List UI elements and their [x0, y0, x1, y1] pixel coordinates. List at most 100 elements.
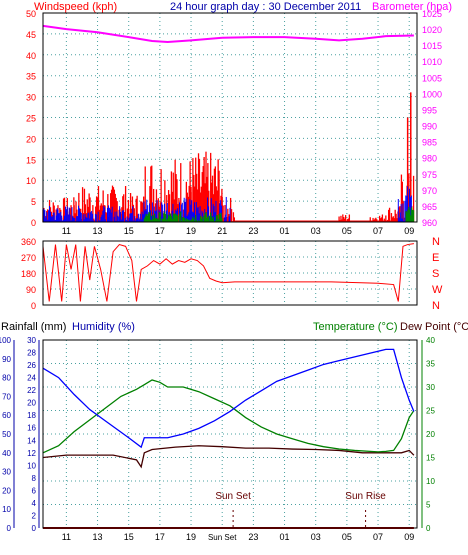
humidity-tick-label: 50 — [2, 430, 11, 439]
climate-plot-frame — [42, 339, 418, 529]
climate-grid — [43, 340, 417, 528]
rainfall-tick-label: 14 — [27, 436, 36, 445]
humidity-tick-label: 0 — [7, 524, 12, 533]
graph-title: 24 hour graph day : 30 December 2011 — [170, 1, 361, 13]
wind-hour-tick-labels: 11 13 15 17 19 21 23 01 03 05 07 09 — [62, 226, 415, 236]
wind-hour-tick-label: 07 — [373, 226, 383, 236]
barometer-tick-label: 965 — [422, 202, 437, 212]
barometer-tick-label: 970 — [422, 186, 437, 196]
climate-hour-tick-label: 01 — [280, 532, 290, 542]
wind-hour-tick-label: 13 — [93, 226, 103, 236]
direction-degree-label: 180 — [21, 269, 36, 279]
wind-speed-series — [42, 92, 415, 222]
dewpoint-line — [42, 445, 415, 469]
windspeed-axis-title: Windspeed (kph) — [34, 1, 117, 13]
sunrise-label: Sun Rise — [345, 491, 386, 502]
wind-hour-tick-label: 09 — [404, 226, 414, 236]
barometer-tick-label: 990 — [422, 122, 437, 132]
climate-hour-tick-label: 15 — [124, 532, 134, 542]
wind-hour-tick-label: 17 — [155, 226, 165, 236]
rainfall-tick-label: 24 — [27, 374, 36, 383]
wind-hour-tick-label: 21 — [217, 226, 227, 236]
rainfall-tick-label: 8 — [32, 474, 37, 483]
rainfall-tick-label: 6 — [32, 486, 37, 495]
windspeed-tick-label: 20 — [26, 134, 36, 144]
direction-degree-label: 270 — [21, 253, 36, 263]
climate-hour-tick-label: 05 — [342, 532, 352, 542]
wind-hour-tick-label: 03 — [311, 226, 321, 236]
humidity-tick-label: 100 — [0, 336, 12, 345]
rainfall-tick-label: 16 — [27, 424, 36, 433]
windspeed-tick-label: 45 — [26, 30, 36, 40]
barometer-tick-labels: 960 965 970 975 980 985 990 995 1000 1005 1010 1015… — [422, 9, 442, 228]
humidity-tick-label: 60 — [2, 411, 11, 420]
direction-degree-label: 0 — [31, 301, 36, 311]
wind-hour-tick-label: 15 — [124, 226, 134, 236]
climate-hour-tick-label: Sun Set — [208, 533, 237, 542]
compass-label: S — [432, 268, 439, 280]
wind-average-series — [143, 206, 415, 222]
climate-hour-tick-label: 17 — [155, 532, 165, 542]
humidity-tick-labels: 0 10 20 30 40 50 60 70 80 90 100 — [0, 336, 12, 533]
temperature-tick-label: 5 — [426, 501, 431, 510]
temperature-tick-label: 35 — [426, 360, 435, 369]
rainfall-tick-label: 22 — [27, 386, 36, 395]
wind-hour-tick-label: 23 — [248, 226, 258, 236]
temperature-tick-label: 25 — [426, 407, 435, 416]
rainfall-tick-label: 0 — [32, 524, 37, 533]
humidity-line — [42, 348, 415, 449]
barometer-tick-label: 995 — [422, 105, 437, 115]
barometer-tick-label: 980 — [422, 154, 437, 164]
windspeed-tick-label: 0 — [31, 218, 36, 228]
climate-hour-tick-label: 13 — [93, 532, 103, 542]
windspeed-tick-label: 15 — [26, 155, 36, 165]
windspeed-tick-label: 35 — [26, 72, 36, 82]
rainfall-tick-label: 12 — [27, 449, 36, 458]
barometer-tick-label: 1020 — [422, 25, 442, 35]
compass-label: N — [432, 236, 440, 248]
barometer-tick-label: 1000 — [422, 89, 442, 99]
humidity-tick-label: 30 — [2, 468, 11, 477]
wind-grid — [43, 13, 417, 222]
windspeed-tick-label: 25 — [26, 114, 36, 124]
compass-label: N — [432, 300, 440, 312]
temperature-tick-label: 30 — [426, 383, 435, 392]
wind-hour-tick-label: 05 — [342, 226, 352, 236]
rainfall-tick-label: 20 — [27, 399, 36, 408]
barometer-tick-label: 1005 — [422, 73, 442, 83]
temperature-tick-label: 0 — [426, 524, 431, 533]
barometer-tick-label: 975 — [422, 170, 437, 180]
rainfall-tick-label: 4 — [32, 499, 37, 508]
climate-hour-tick-label: 03 — [311, 532, 321, 542]
climate-hour-tick-label: 09 — [404, 532, 414, 542]
barometer-tick-label: 960 — [422, 218, 437, 228]
direction-degree-labels: 0 90 180 270 360 — [21, 237, 36, 311]
humidity-tick-label: 80 — [2, 374, 11, 383]
windspeed-tick-label: 40 — [26, 51, 36, 61]
temperature-axis-title: Temperature (°C) — [313, 321, 397, 333]
climate-hour-tick-labels: 11 13 15 17 19 Sun Set 23 01 03 05 07 09 — [62, 532, 415, 542]
barometer-line — [42, 24, 414, 43]
sunset-label: Sun Set — [215, 491, 251, 502]
wind-hour-tick-label: 01 — [280, 226, 290, 236]
wind-hour-tick-label: 19 — [186, 226, 196, 236]
rainfall-tick-label: 28 — [27, 349, 36, 358]
humidity-tick-label: 90 — [2, 355, 11, 364]
barometer-tick-label: 985 — [422, 138, 437, 148]
temperature-line — [42, 379, 415, 454]
rainfall-tick-label: 18 — [27, 411, 36, 420]
barometer-axis-title: Barometer (hpa) — [372, 1, 452, 13]
rainfall-tick-label: 26 — [27, 361, 36, 370]
dewpoint-axis-title: Dew Point (°C) — [400, 321, 468, 333]
temperature-tick-labels: 0 5 10 15 20 25 30 35 40 — [426, 336, 435, 533]
temperature-tick-label: 15 — [426, 454, 435, 463]
climate-hour-tick-label: 07 — [373, 532, 383, 542]
humidity-tick-label: 40 — [2, 449, 11, 458]
wind-hour-tick-label: 11 — [62, 226, 71, 236]
windspeed-tick-label: 50 — [26, 9, 36, 19]
humidity-tick-label: 20 — [2, 486, 11, 495]
humidity-tick-label: 10 — [2, 505, 11, 514]
